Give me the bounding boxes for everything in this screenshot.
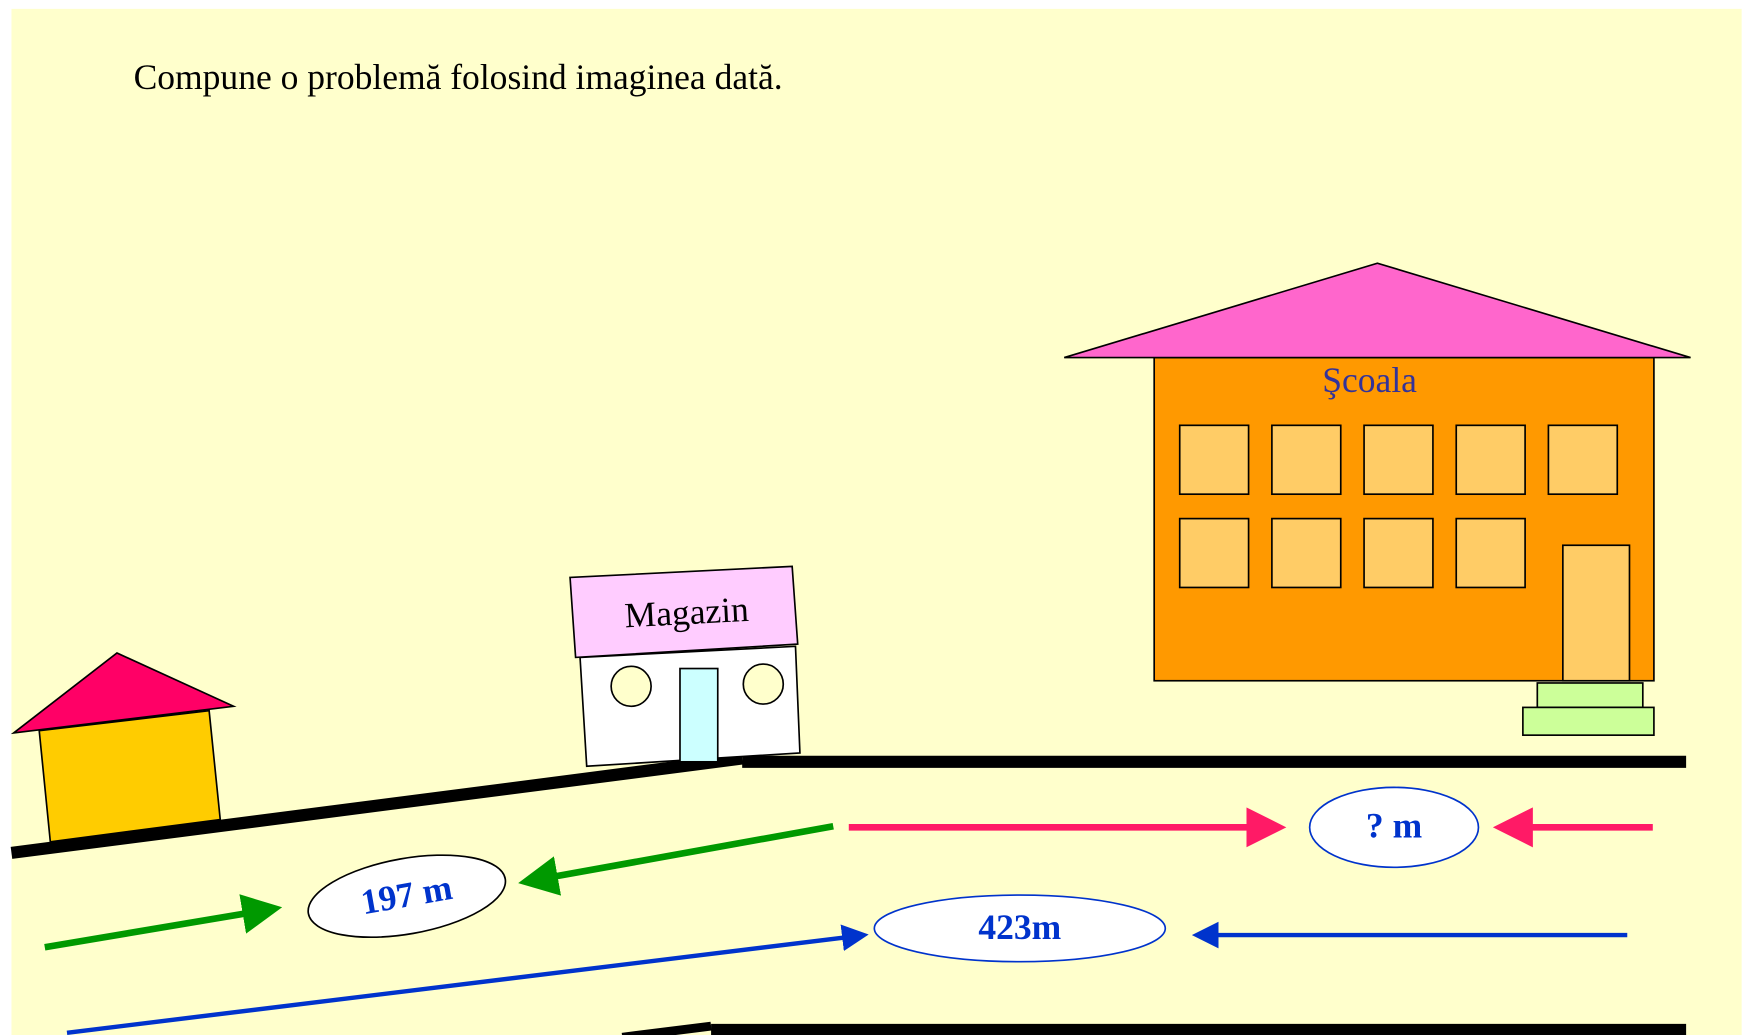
diagram: Compune o problemă folosind imaginea dat… [0, 0, 1742, 1035]
distance-label: ? m [1366, 806, 1422, 846]
distance-home-school: 423m [874, 895, 1165, 962]
school [1064, 263, 1690, 735]
distance-label: 423m [978, 907, 1061, 947]
instruction: Compune o problemă folosind imaginea dat… [134, 57, 783, 97]
shop-label: Magazin [624, 589, 750, 635]
school-label: Şcoala [1322, 360, 1417, 400]
page: Compune o problemă folosind imaginea dat… [0, 0, 1742, 1035]
distance-shop-school: ? m [1310, 787, 1479, 867]
